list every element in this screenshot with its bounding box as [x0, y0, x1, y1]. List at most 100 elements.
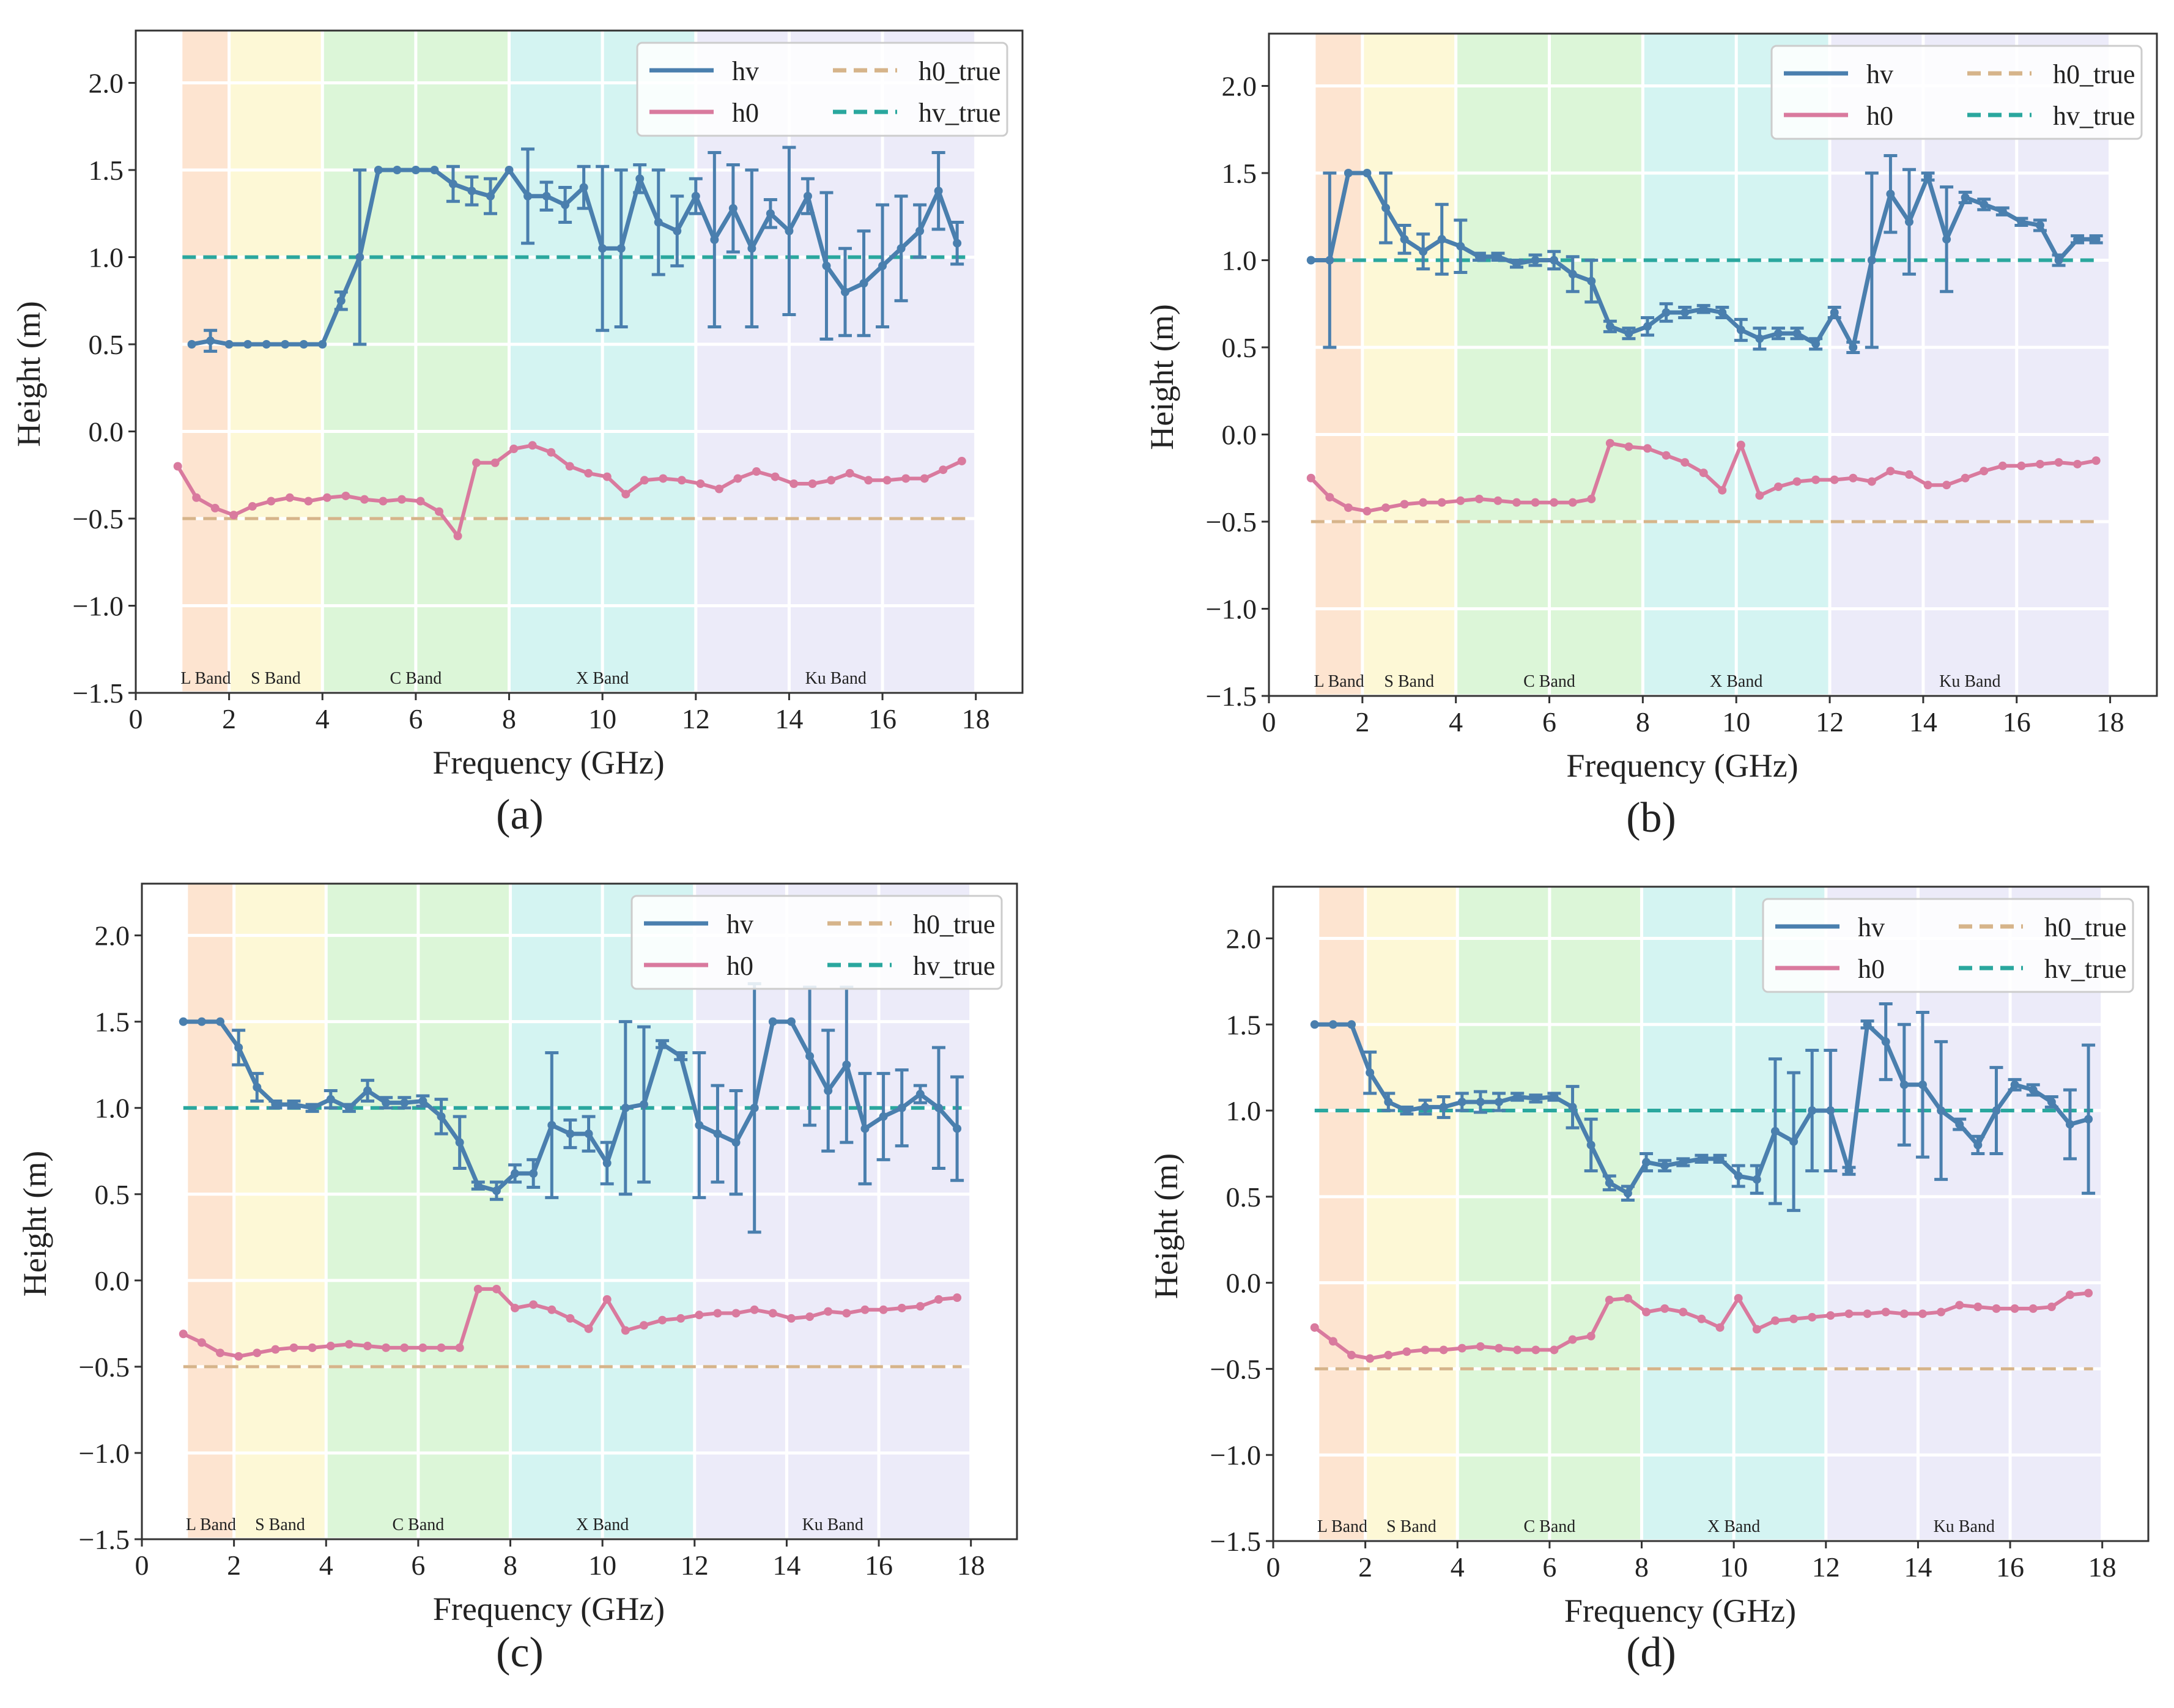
hv-point — [676, 1052, 686, 1061]
hv-point — [747, 244, 756, 253]
h0-point — [733, 474, 742, 483]
hv-point — [1362, 169, 1372, 177]
y-tick-label: 0.5 — [1222, 332, 1257, 363]
h0-point — [2028, 1304, 2038, 1313]
legend-label-h0-true: h0_true — [913, 909, 995, 939]
x-tick-label: 10 — [588, 1550, 616, 1581]
hv-point — [1808, 1106, 1817, 1115]
hv-point — [1310, 1020, 1319, 1029]
hv-point — [1715, 1154, 1725, 1163]
hv-point — [179, 1017, 188, 1026]
h0-point — [509, 445, 519, 453]
h0-point — [1550, 1345, 1559, 1355]
h0-point — [326, 1342, 335, 1351]
h0-point — [1439, 1345, 1448, 1355]
y-tick-label: −1.5 — [1206, 681, 1257, 712]
hv-point — [879, 1112, 888, 1121]
x-tick-label: 16 — [2003, 706, 2031, 738]
x-tick-label: 0 — [129, 703, 143, 734]
x-tick-label: 14 — [1904, 1551, 1932, 1583]
band-label: C Band — [1523, 672, 1575, 691]
x-tick-label: 12 — [1812, 1551, 1840, 1583]
h0-point — [789, 479, 799, 488]
hv-point — [2035, 221, 2044, 230]
h0-point — [179, 1329, 188, 1339]
h0-point — [1899, 1309, 1909, 1318]
x-tick-label: 2 — [227, 1550, 241, 1581]
legend: hv h0 h0_true hv_true — [1770, 45, 2143, 140]
h0-point — [173, 462, 182, 471]
hv-point — [547, 1120, 556, 1129]
y-tick-label: 2.0 — [95, 920, 130, 952]
hv-point — [1886, 190, 1895, 199]
h0-point — [453, 531, 462, 541]
h0-point — [714, 484, 723, 494]
h0-point — [1826, 1311, 1835, 1320]
h0-point — [2091, 456, 2101, 465]
hv-point — [915, 1090, 925, 1099]
y-tick-label: −1.0 — [1206, 594, 1257, 625]
band-region — [1825, 887, 2102, 1541]
h0-point — [2065, 1290, 2074, 1299]
hv-point — [953, 1124, 962, 1133]
hv-point — [1973, 1141, 1983, 1150]
h0-point — [1918, 1309, 1927, 1318]
legend-box — [636, 42, 1008, 137]
h0-point — [621, 490, 630, 499]
h0-point — [1513, 1345, 1522, 1355]
x-tick-label: 18 — [957, 1550, 985, 1581]
band-region — [188, 884, 234, 1539]
hv-point — [673, 226, 682, 235]
hv-point — [1328, 1020, 1337, 1029]
h0-point — [1325, 493, 1334, 502]
hv-point — [1624, 329, 1633, 338]
x-tick-label: 2 — [1355, 706, 1369, 738]
band-label: S Band — [251, 669, 301, 688]
hv-point — [1736, 325, 1745, 335]
x-tick-label: 8 — [503, 1550, 517, 1581]
hv-point — [1792, 329, 1802, 338]
y-tick-label: 0.0 — [89, 416, 124, 448]
hv-point — [2028, 1085, 2038, 1095]
hv-point — [243, 340, 253, 349]
x-axis-label: Frequency (GHz) — [1566, 747, 1798, 784]
x-tick-label: 18 — [2088, 1551, 2117, 1583]
hv-point — [616, 244, 626, 253]
h0-point — [192, 493, 201, 502]
h0-point — [289, 1343, 298, 1352]
h0-point — [248, 502, 257, 511]
hv-point — [299, 340, 308, 349]
hv-point — [1344, 169, 1353, 177]
legend-label-h0: h0 — [727, 951, 753, 981]
h0-point — [1437, 498, 1446, 507]
h0-point — [1886, 467, 1895, 476]
y-tick-label: −1.0 — [79, 1438, 130, 1469]
h0-point — [1586, 1331, 1595, 1340]
h0-point — [2073, 459, 2082, 468]
h0-point — [677, 476, 686, 485]
h0-point — [1623, 1293, 1632, 1303]
h0-point — [882, 476, 892, 485]
hv-point — [1366, 1068, 1375, 1078]
x-tick-label: 10 — [588, 703, 616, 734]
chart-panel-d: L Band S Band C Band X Band Ku Band 0 2 4 6 8 10 12… — [1148, 885, 2150, 1676]
h0-point — [602, 472, 612, 481]
hv-point — [1568, 270, 1577, 279]
h0-point — [752, 467, 761, 476]
hv-point — [822, 261, 831, 270]
hv-point — [1419, 247, 1428, 256]
hv-point — [1680, 308, 1690, 317]
hv-point — [1826, 1106, 1835, 1115]
h0-point — [1679, 1307, 1688, 1317]
chart-panel-c: L Band S Band C Band X Band Ku Band 0 2 4 6 8 10 12… — [17, 882, 1018, 1676]
y-tick-label: 0.5 — [89, 329, 124, 360]
h0-point — [1773, 482, 1783, 491]
h0-point — [860, 1305, 870, 1314]
x-tick-label: 10 — [1722, 706, 1750, 738]
h0-point — [1402, 1347, 1411, 1356]
legend-label-hv-true: hv_true — [913, 951, 995, 981]
hv-point — [1642, 1158, 1651, 1167]
hv-point — [953, 238, 962, 248]
hv-point — [1456, 242, 1465, 251]
h0-point — [602, 1295, 612, 1304]
